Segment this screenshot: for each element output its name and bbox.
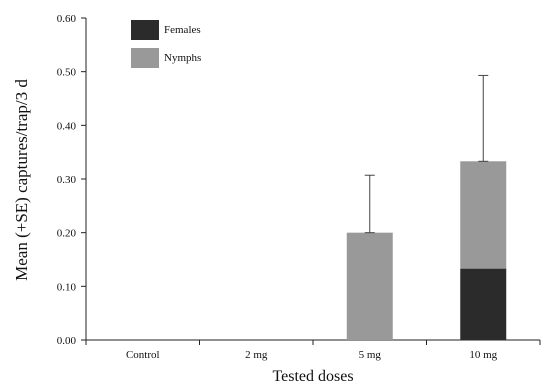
x-axis: Control 2 mg 5 mg 10 mg bbox=[85, 339, 541, 361]
bar-segment-nymphs bbox=[460, 161, 507, 269]
y-tick-label: 0.00 bbox=[57, 335, 77, 347]
y-tick-label: 0.30 bbox=[57, 174, 77, 186]
bars bbox=[346, 161, 507, 340]
y-tick-label: 0.20 bbox=[57, 228, 77, 240]
bar-segment-nymphs bbox=[346, 232, 393, 340]
x-tick-label: Control bbox=[126, 349, 160, 361]
legend-label-nymphs: Nymphs bbox=[164, 52, 201, 64]
y-axis: 0.00 0.10 0.20 0.30 0.40 0.50 0.60 bbox=[57, 13, 87, 347]
x-axis-title: Tested doses bbox=[272, 368, 353, 385]
y-ticks: 0.00 0.10 0.20 0.30 0.40 0.50 0.60 bbox=[57, 13, 86, 347]
y-tick-label: 0.10 bbox=[57, 281, 77, 293]
legend-swatch-females bbox=[131, 20, 159, 40]
legend-swatch-nymphs bbox=[131, 48, 159, 68]
bar-segment-females bbox=[460, 268, 507, 340]
legend: Females Nymphs bbox=[131, 20, 201, 68]
y-axis-title: Mean (+SE) captures/trap/3 d bbox=[12, 79, 31, 281]
y-tick-label: 0.60 bbox=[57, 13, 77, 25]
x-tick-label: 10 mg bbox=[469, 349, 497, 361]
y-tick-label: 0.40 bbox=[57, 120, 77, 132]
x-tick-label: 2 mg bbox=[245, 349, 268, 361]
error-bars bbox=[364, 74, 489, 234]
x-ticks: Control 2 mg 5 mg 10 mg bbox=[85, 340, 541, 361]
legend-label-females: Females bbox=[164, 24, 201, 36]
y-tick-label: 0.50 bbox=[57, 67, 77, 79]
x-tick-label: 5 mg bbox=[359, 349, 382, 361]
